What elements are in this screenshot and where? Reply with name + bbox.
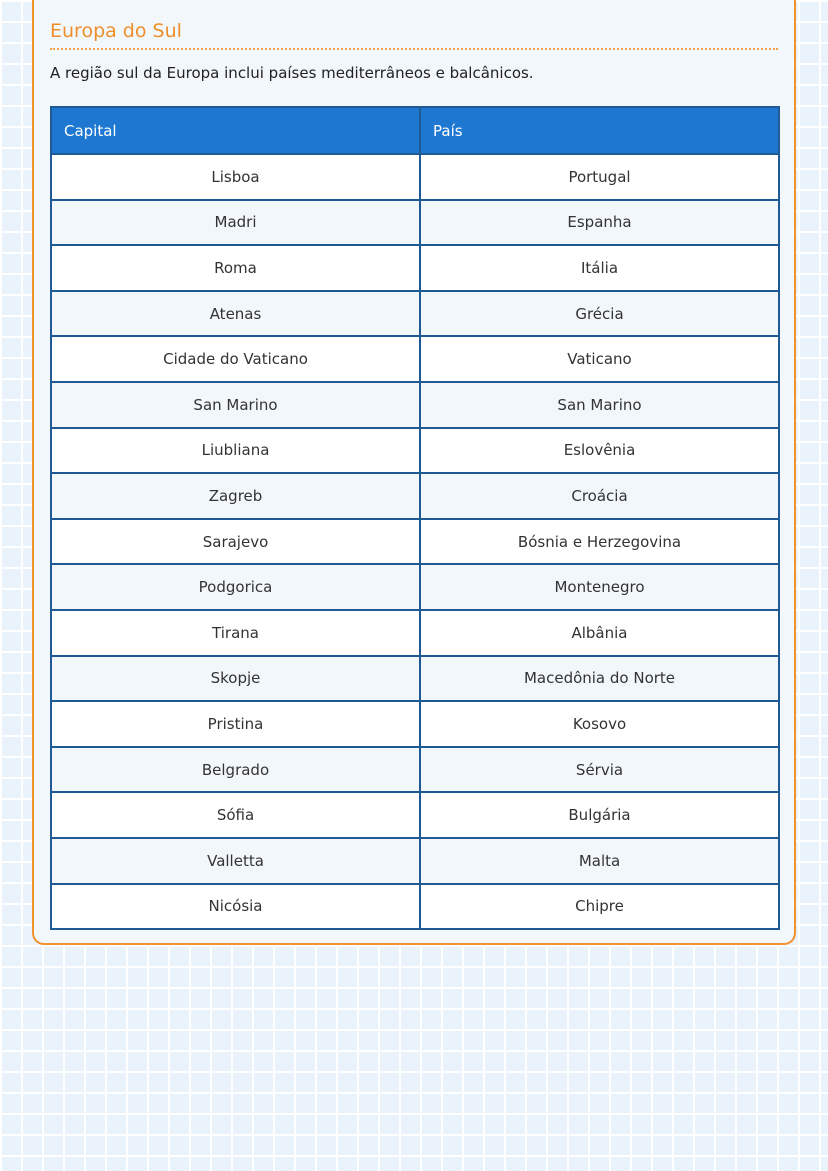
cell-country: Bulgária <box>419 791 780 839</box>
cell-country: San Marino <box>419 380 780 429</box>
cell-country: Chipre <box>419 882 780 931</box>
table-row: Liubliana Eslovênia <box>50 426 780 475</box>
cell-country: Albânia <box>419 608 780 657</box>
cell-country: Macedônia do Norte <box>419 654 780 703</box>
table-row: Roma Itália <box>50 244 780 292</box>
cell-country: Vaticano <box>419 335 780 383</box>
cell-country: Eslovênia <box>419 426 780 475</box>
cell-country: Malta <box>419 836 780 885</box>
cell-capital: Belgrado <box>50 745 421 794</box>
cell-capital: Valletta <box>50 836 421 885</box>
table-row: Sarajevo Bósnia e Herzegovina <box>50 517 780 566</box>
section-description: A região sul da Europa inclui países med… <box>50 64 534 82</box>
column-header-capital: Capital <box>50 106 421 155</box>
cell-capital: Nicósia <box>50 882 421 931</box>
table-row: Podgorica Montenegro <box>50 563 780 611</box>
cell-capital: Atenas <box>50 289 421 338</box>
cell-country: Kosovo <box>419 700 780 748</box>
table-row: San Marino San Marino <box>50 380 780 429</box>
section-title: Europa do Sul <box>50 20 182 42</box>
capitals-table: Capital País Lisboa Portugal Madri Espanha R… <box>50 106 780 931</box>
table-row: Belgrado Sérvia <box>50 745 780 794</box>
table-row: Sófia Bulgária <box>50 791 780 839</box>
section-card: Europa do Sul A região sul da Europa inc… <box>32 0 796 945</box>
cell-capital: Podgorica <box>50 563 421 611</box>
cell-country: Bósnia e Herzegovina <box>419 517 780 566</box>
table-header-row: Capital País <box>50 106 780 155</box>
cell-capital: Roma <box>50 244 421 292</box>
table-row: Nicósia Chipre <box>50 882 780 931</box>
cell-country: Croácia <box>419 472 780 520</box>
title-divider <box>50 48 778 50</box>
table-row: Lisboa Portugal <box>50 153 780 201</box>
table-row: Madri Espanha <box>50 198 780 247</box>
cell-country: Sérvia <box>419 745 780 794</box>
cell-capital: Lisboa <box>50 153 421 201</box>
cell-capital: Tirana <box>50 608 421 657</box>
column-header-country: País <box>419 106 780 155</box>
cell-capital: San Marino <box>50 380 421 429</box>
cell-country: Itália <box>419 244 780 292</box>
cell-capital: Skopje <box>50 654 421 703</box>
cell-country: Espanha <box>419 198 780 247</box>
table-row: Valletta Malta <box>50 836 780 885</box>
cell-capital: Sarajevo <box>50 517 421 566</box>
table-row: Pristina Kosovo <box>50 700 780 748</box>
cell-capital: Sófia <box>50 791 421 839</box>
cell-capital: Pristina <box>50 700 421 748</box>
cell-capital: Liubliana <box>50 426 421 475</box>
table-row: Zagreb Croácia <box>50 472 780 520</box>
cell-capital: Madri <box>50 198 421 247</box>
cell-capital: Cidade do Vaticano <box>50 335 421 383</box>
table-row: Atenas Grécia <box>50 289 780 338</box>
cell-country: Portugal <box>419 153 780 201</box>
cell-country: Grécia <box>419 289 780 338</box>
cell-country: Montenegro <box>419 563 780 611</box>
table-row: Skopje Macedônia do Norte <box>50 654 780 703</box>
table-row: Tirana Albânia <box>50 608 780 657</box>
cell-capital: Zagreb <box>50 472 421 520</box>
table-row: Cidade do Vaticano Vaticano <box>50 335 780 383</box>
